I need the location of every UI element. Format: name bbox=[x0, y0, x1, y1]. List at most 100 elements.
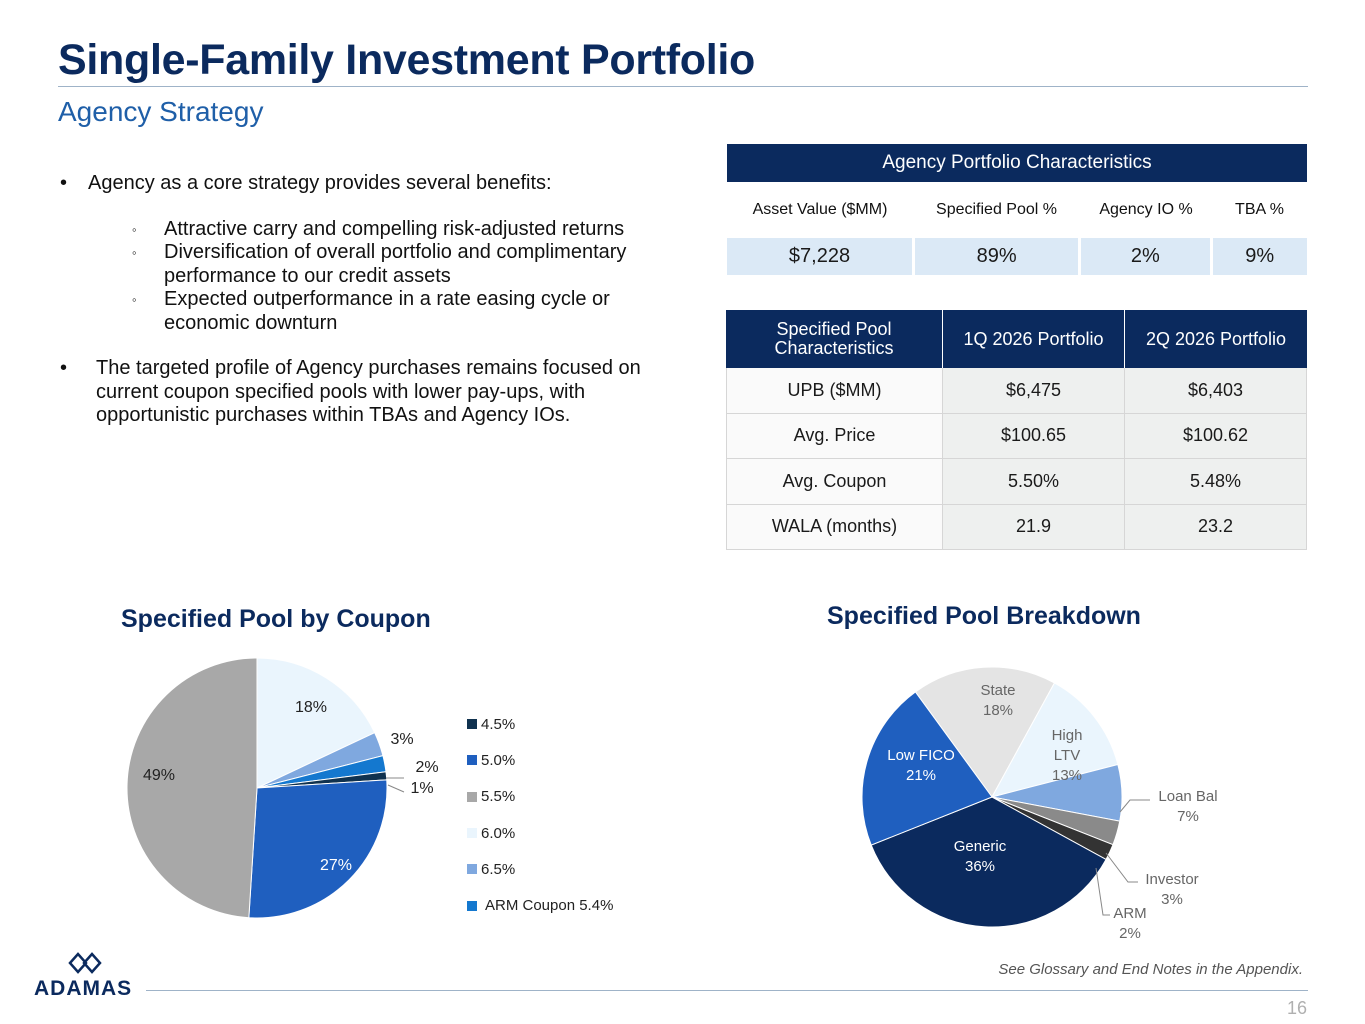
sub-bullet-list: ◦ Attractive carry and compelling risk-a… bbox=[132, 217, 658, 336]
breakdown-pie-data-label: ARM 2% bbox=[1113, 905, 1146, 942]
legend-swatch bbox=[467, 900, 477, 911]
breakdown-pie-data-label: State 18% bbox=[980, 682, 1015, 719]
legend-label: 5.5% bbox=[481, 788, 516, 806]
column-header: Specified Pool Characteristics bbox=[726, 310, 943, 368]
bullet-item: • Agency as a core strategy provides sev… bbox=[58, 172, 658, 196]
page-subtitle: Agency Strategy bbox=[58, 96, 264, 127]
breakdown-pie-data-label: Low FICO 21% bbox=[887, 747, 955, 784]
coupon-pie-data-label: 1% bbox=[410, 780, 433, 797]
legend-label: 4.5% bbox=[481, 715, 516, 733]
sub-bullet-text: Diversification of overall portfolio and… bbox=[164, 241, 627, 287]
table-cell: 89% bbox=[915, 238, 1079, 275]
legend-item: 5.5% bbox=[467, 779, 613, 815]
title-divider bbox=[58, 86, 1308, 87]
table-header-row: Specified Pool Characteristics 1Q 2026 P… bbox=[726, 310, 1307, 368]
table-cell: $100.65 bbox=[943, 413, 1125, 458]
coupon-pie-data-label: 18% bbox=[295, 699, 327, 716]
breakdown-pie-slice-investor bbox=[991, 796, 1121, 846]
chart-title: Specified Pool Breakdown bbox=[827, 602, 1141, 630]
column-header: Specified Pool % bbox=[936, 201, 1057, 218]
legend-label: 6.5% bbox=[481, 860, 516, 878]
bullet-dot-icon: • bbox=[60, 172, 68, 194]
legend-item: 4.5% bbox=[467, 706, 613, 742]
table-row: Avg. Price $100.65 $100.62 bbox=[726, 413, 1307, 459]
bullet-text: Agency as a core strategy provides sever… bbox=[88, 172, 552, 194]
table-cell: 23.2 bbox=[1125, 504, 1307, 549]
table-cell: 5.50% bbox=[943, 459, 1125, 504]
coupon-pie-data-label: 2% bbox=[415, 759, 438, 776]
logo-wordmark: ADAMAS bbox=[34, 977, 133, 1000]
column-header: TBA % bbox=[1235, 201, 1284, 218]
legend-label: 6.0% bbox=[481, 824, 516, 842]
sub-bullet-ring-icon: ◦ bbox=[132, 221, 137, 237]
legend-item: 6.5% bbox=[467, 851, 613, 887]
sub-bullet-item: ◦ Diversification of overall portfolio a… bbox=[132, 241, 658, 288]
row-label: WALA (months) bbox=[726, 504, 943, 549]
sub-bullet-text: Expected outperformance in a rate easing… bbox=[164, 288, 610, 334]
table-value-row: $7,228 89% 2% 9% bbox=[727, 238, 1307, 275]
breakdown-pie-slice-state bbox=[914, 666, 1056, 798]
coupon-pie-slice-4-5- bbox=[256, 771, 388, 789]
coupon-pie-slice-5-5- bbox=[126, 657, 258, 919]
breakdown-pie-leader-line bbox=[1105, 852, 1138, 883]
table-row: WALA (months) 21.9 23.2 bbox=[726, 504, 1307, 550]
sub-bullet-text: Attractive carry and compelling risk-adj… bbox=[164, 217, 625, 240]
table-cell: $7,228 bbox=[727, 238, 913, 275]
legend-swatch bbox=[467, 864, 477, 875]
sub-bullet-ring-icon: ◦ bbox=[132, 292, 137, 307]
breakdown-pie-data-label: High LTV 13% bbox=[1052, 727, 1083, 784]
breakdown-pie-leader-line bbox=[1119, 799, 1150, 813]
bullet-dot-icon: • bbox=[60, 357, 68, 379]
column-header: Agency IO % bbox=[1099, 201, 1193, 218]
bullet-list: • Agency as a core strategy provides sev… bbox=[58, 172, 658, 428]
legend-label: ARM Coupon 5.4% bbox=[485, 897, 614, 915]
breakdown-pie-slice-low-fico bbox=[861, 691, 993, 846]
breakdown-pie-slice-arm bbox=[991, 796, 1114, 861]
breakdown-pie-data-label: Loan Bal 7% bbox=[1158, 788, 1217, 825]
table-cell: 21.9 bbox=[943, 504, 1125, 549]
breakdown-pie-data-label: Generic 36% bbox=[954, 838, 1007, 875]
footer-divider bbox=[146, 990, 1308, 991]
legend-item: ARM Coupon 5.4% bbox=[467, 887, 613, 923]
row-label: UPB ($MM) bbox=[726, 368, 943, 413]
legend-swatch bbox=[467, 719, 477, 730]
page-number: 16 bbox=[1286, 998, 1307, 1018]
coupon-pie-data-label: 49% bbox=[143, 767, 175, 784]
chart-legend: 4.5% 5.0% 5.5% 6.0% 6.5% ARM Coupon 5.4% bbox=[467, 706, 613, 924]
column-header: Asset Value ($MM) bbox=[752, 201, 888, 218]
table-header-row: Asset Value ($MM) Specified Pool % Agenc… bbox=[727, 182, 1307, 238]
table-cell: $100.62 bbox=[1125, 413, 1307, 458]
page-title: Single-Family Investment Portfolio bbox=[58, 36, 756, 84]
bullet-item: • The targeted profile of Agency purchas… bbox=[58, 357, 658, 428]
specified-pool-table: Specified Pool Characteristics 1Q 2026 P… bbox=[726, 310, 1307, 550]
legend-swatch bbox=[467, 828, 477, 839]
table-cell: $6,475 bbox=[943, 368, 1125, 413]
legend-item: 6.0% bbox=[467, 815, 613, 851]
coupon-pie-slice-arm-coupon-5-4- bbox=[256, 755, 387, 789]
bullet-text: The targeted profile of Agency purchases… bbox=[96, 357, 641, 426]
legend-label: 5.0% bbox=[481, 751, 516, 769]
breakdown-pie-slice-generic bbox=[870, 796, 1107, 928]
legend-swatch bbox=[467, 755, 477, 766]
breakdown-pie-slice-loan-bal bbox=[991, 763, 1123, 822]
table-cell: 2% bbox=[1081, 238, 1210, 275]
sub-bullet-item: ◦ Expected outperformance in a rate easi… bbox=[132, 288, 658, 335]
sub-bullet-item: ◦ Attractive carry and compelling risk-a… bbox=[132, 217, 658, 242]
breakdown-pie-leader-line bbox=[1095, 867, 1110, 916]
row-label: Avg. Price bbox=[726, 413, 943, 458]
footnote: See Glossary and End Notes in the Append… bbox=[998, 961, 1303, 978]
column-header: 2Q 2026 Portfolio bbox=[1145, 328, 1287, 349]
table-row: UPB ($MM) $6,475 $6,403 bbox=[726, 368, 1307, 414]
sub-bullet-ring-icon: ◦ bbox=[132, 245, 137, 260]
coupon-pie-slice-6-0- bbox=[256, 657, 376, 789]
table-row: Avg. Coupon 5.50% 5.48% bbox=[726, 459, 1307, 505]
coupon-pie-leader-line bbox=[387, 784, 405, 793]
table-title: Agency Portfolio Characteristics bbox=[727, 144, 1307, 182]
coupon-pie-data-label: 3% bbox=[390, 731, 413, 748]
agency-portfolio-table: Agency Portfolio Characteristics Asset V… bbox=[727, 144, 1307, 275]
adamas-logo-icon bbox=[68, 952, 102, 974]
table-cell: $6,403 bbox=[1125, 368, 1307, 413]
coupon-pie-data-label: 27% bbox=[320, 857, 352, 874]
table-cell: 9% bbox=[1212, 238, 1307, 275]
row-label: Avg. Coupon bbox=[726, 459, 943, 504]
